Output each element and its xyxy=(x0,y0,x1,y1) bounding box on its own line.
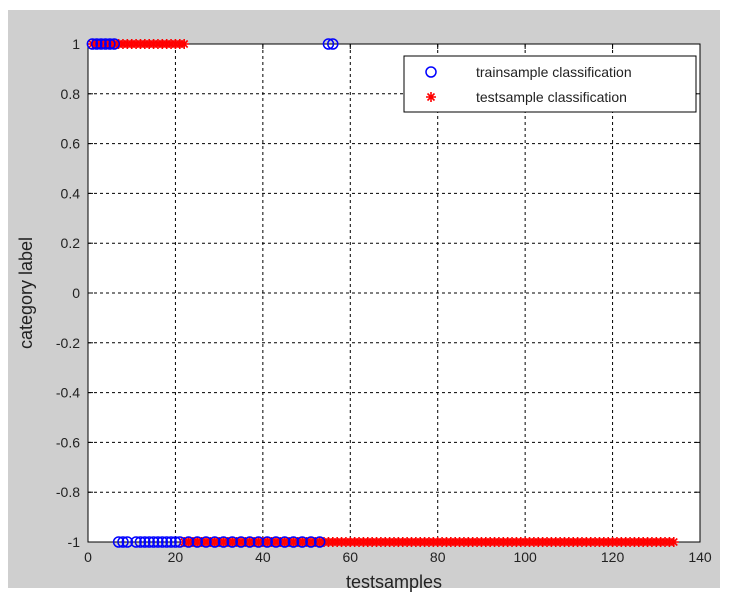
legend-marker-testsample xyxy=(426,92,436,102)
grid-lines xyxy=(88,44,700,542)
y-tick-label: 0 xyxy=(72,285,80,301)
train-point xyxy=(313,536,326,548)
train-point xyxy=(235,536,247,548)
legend-marker-trainsample xyxy=(425,66,437,78)
train-point xyxy=(147,536,160,548)
legend-label-testsample: testsample classification xyxy=(476,89,627,105)
train-point xyxy=(160,536,173,548)
train-point xyxy=(217,536,230,548)
train-point xyxy=(165,536,177,548)
x-tick-label: 60 xyxy=(342,549,358,565)
train-point xyxy=(108,38,120,50)
data-points xyxy=(86,38,679,548)
y-tick-label: -0.2 xyxy=(56,335,80,351)
x-tick-label: 80 xyxy=(430,549,446,565)
y-tick-label: 0.2 xyxy=(61,235,81,251)
train-point xyxy=(322,38,335,50)
train-point xyxy=(191,536,204,548)
train-point xyxy=(86,38,99,50)
train-point xyxy=(174,536,186,548)
y-tick-label: -0.8 xyxy=(56,484,80,500)
y-tick-label: -0.4 xyxy=(56,385,80,401)
x-tick-label: 140 xyxy=(688,549,712,565)
legend-label-trainsample: trainsample classification xyxy=(476,64,632,80)
train-point xyxy=(200,536,212,548)
train-point xyxy=(305,536,317,548)
train-point xyxy=(130,536,142,548)
train-point xyxy=(243,536,256,548)
legend-star-shape xyxy=(426,92,436,102)
train-point xyxy=(143,536,155,548)
train-point xyxy=(209,536,221,548)
train-point xyxy=(117,536,129,548)
x-tick-label: 100 xyxy=(513,549,537,565)
train-point xyxy=(139,536,151,548)
train-point xyxy=(121,536,134,548)
y-tick-label: 1 xyxy=(72,36,80,52)
y-tick-label: 0.4 xyxy=(61,185,81,201)
x-tick-label: 120 xyxy=(601,549,625,565)
legend: trainsample classification testsample cl… xyxy=(403,55,697,113)
train-point xyxy=(169,536,182,548)
test-point xyxy=(179,39,190,49)
train-point xyxy=(104,38,116,50)
train-point xyxy=(296,536,308,548)
train-point xyxy=(134,536,147,548)
y-tick-label: -1 xyxy=(68,534,81,550)
train-point xyxy=(152,536,164,548)
train-point xyxy=(287,536,300,548)
train-point xyxy=(327,38,339,50)
train-point xyxy=(182,536,195,548)
train-point xyxy=(270,536,282,548)
train-point xyxy=(156,536,169,548)
train-point xyxy=(278,536,291,548)
test-point xyxy=(668,537,679,547)
x-tick-label: 40 xyxy=(255,549,271,565)
train-point xyxy=(261,536,273,548)
train-point xyxy=(99,38,112,50)
train-point xyxy=(226,536,239,548)
train-point xyxy=(252,536,265,548)
train-point xyxy=(90,38,103,50)
y-tick-label: 0.8 xyxy=(61,86,81,102)
train-point xyxy=(112,536,125,548)
x-tick-label: 0 xyxy=(84,549,92,565)
y-tick-label: -0.6 xyxy=(56,434,80,450)
x-axis-label: testsamples xyxy=(346,572,442,592)
x-tick-label: 20 xyxy=(168,549,184,565)
y-tick-label: 0.6 xyxy=(61,136,81,152)
y-axis-label: category label xyxy=(16,237,36,349)
legend-box xyxy=(403,55,697,113)
train-point xyxy=(95,38,107,50)
